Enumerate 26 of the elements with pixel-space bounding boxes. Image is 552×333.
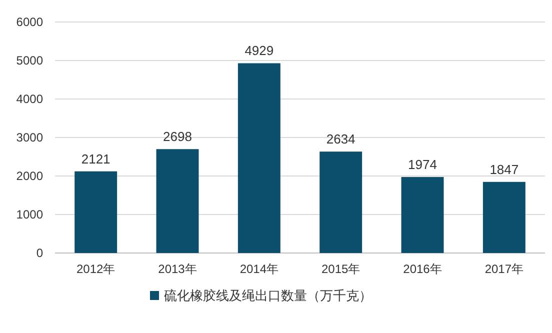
legend-label: 硫化橡胶线及绳出口数量（万千克） bbox=[164, 288, 372, 303]
bar bbox=[74, 171, 118, 253]
y-tick-label: 3000 bbox=[16, 130, 44, 144]
x-tick-label: 2015年 bbox=[321, 262, 360, 276]
y-tick-label: 2000 bbox=[16, 169, 44, 183]
x-tick-label: 2016年 bbox=[403, 262, 442, 276]
data-label: 2121 bbox=[81, 151, 110, 166]
data-label: 2698 bbox=[163, 129, 192, 144]
x-tick-label: 2014年 bbox=[240, 262, 279, 276]
y-tick-label: 0 bbox=[36, 246, 44, 260]
x-tick-label: 2013年 bbox=[158, 262, 197, 276]
y-tick-label: 1000 bbox=[16, 208, 44, 222]
x-tick-label: 2012年 bbox=[76, 262, 116, 276]
y-tick-label: 6000 bbox=[16, 15, 44, 29]
bar bbox=[401, 177, 444, 253]
bar bbox=[238, 63, 280, 253]
bar bbox=[482, 182, 526, 253]
y-tick-label: 4000 bbox=[16, 92, 44, 106]
data-label: 1974 bbox=[408, 157, 437, 172]
data-label: 4929 bbox=[244, 43, 274, 58]
bar bbox=[156, 149, 199, 253]
data-label: 2634 bbox=[326, 132, 356, 147]
x-tick-label: 2017年 bbox=[484, 262, 524, 276]
bar bbox=[320, 152, 362, 253]
data-label: 1847 bbox=[490, 162, 519, 177]
y-tick-label: 5000 bbox=[16, 54, 44, 68]
